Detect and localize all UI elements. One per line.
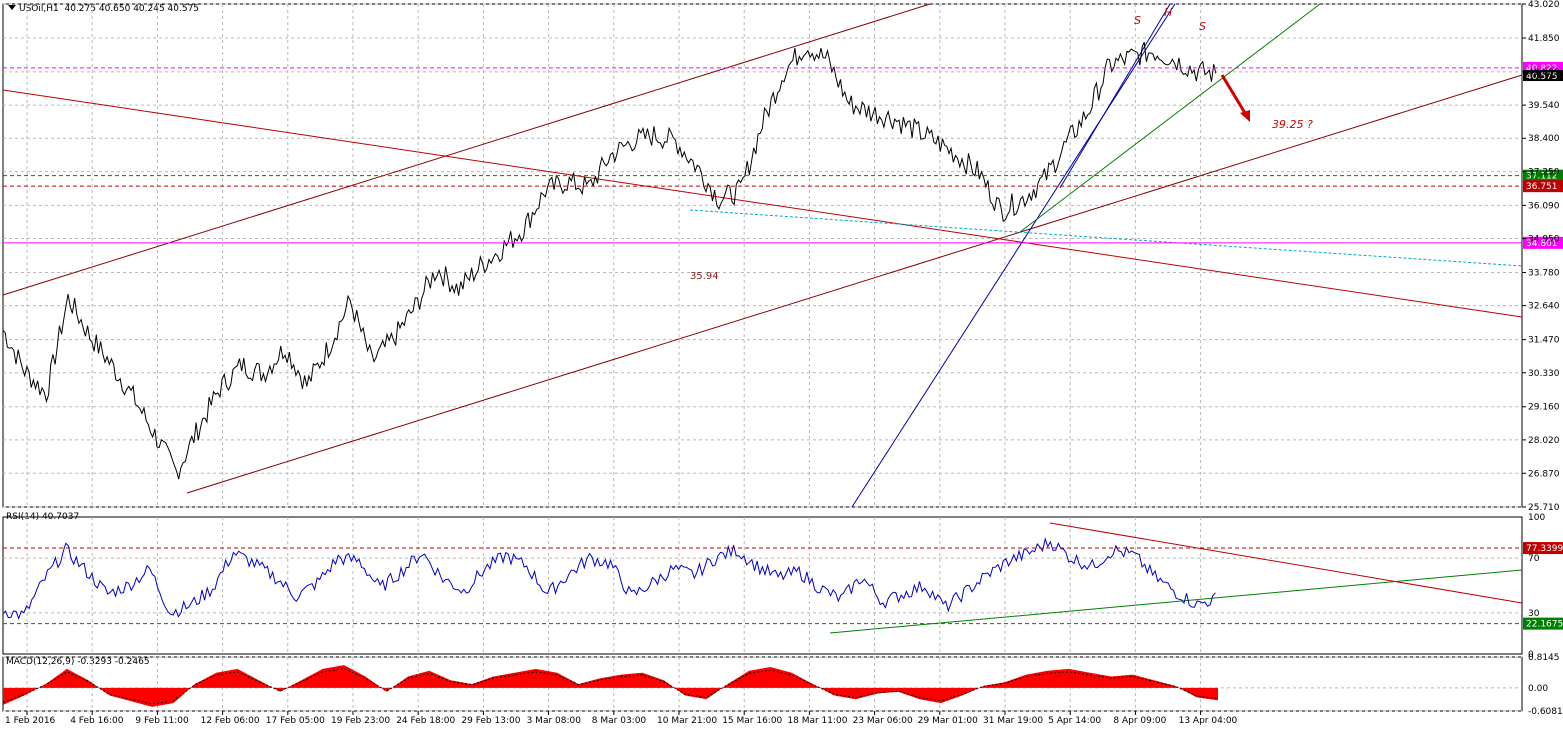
y-tick-label: 31.470 xyxy=(1528,336,1560,346)
y-tick-label: 43.020 xyxy=(1528,0,1560,10)
rsi-level-tag xyxy=(1523,617,1563,630)
rsi-line xyxy=(2,537,1216,620)
annotation-label: 39.25 ? xyxy=(1272,118,1313,131)
y-tick-label: 40.685 xyxy=(1528,68,1560,78)
level-tag xyxy=(1523,180,1563,193)
x-tick-label: 12 Feb 06:00 xyxy=(201,716,260,726)
price-line xyxy=(2,41,1217,480)
trendline xyxy=(1059,3,1171,189)
x-tick-label: 19 Feb 23:00 xyxy=(331,716,390,726)
pane-frames xyxy=(2,3,1523,712)
annotations: S H S 39.25 ? 35.94 xyxy=(690,6,1313,282)
axes: 1 Feb 2016 4 Feb 16:00 9 Feb 11:00 12 Feb 0… xyxy=(5,0,1563,726)
annotation-label: H xyxy=(1164,6,1172,19)
y-tick-label: 25.710 xyxy=(1528,503,1560,513)
level-label: 34.801 xyxy=(1526,239,1558,249)
rsi-level-label: 22.1675 xyxy=(1526,620,1563,630)
x-tick-label: 31 Mar 19:00 xyxy=(983,716,1043,726)
forecast-arrow xyxy=(1220,74,1250,119)
x-tick-label: 23 Mar 06:00 xyxy=(853,716,913,726)
level-tag xyxy=(1523,169,1563,182)
y-tick-label: 34.950 xyxy=(1528,235,1560,245)
rsi-y-tick-label: 30 xyxy=(1528,609,1540,619)
x-tick-label: 1 Feb 2016 xyxy=(5,716,56,726)
trendlines xyxy=(2,3,1523,634)
y-tick-label: 26.870 xyxy=(1528,469,1560,479)
chart-symbol: USOil,H1 xyxy=(19,4,59,14)
x-tick-label: 10 Mar 21:00 xyxy=(657,716,717,726)
trendline xyxy=(186,74,1523,494)
x-tick-label: 8 Mar 03:00 xyxy=(592,716,647,726)
forecast-arrowhead xyxy=(1240,110,1250,122)
x-tick-label: 9 Feb 11:00 xyxy=(135,716,189,726)
y-tick-label: 41.850 xyxy=(1528,34,1560,44)
chart-title: USOil,H1 40.275 40.650 40.245 40.575 xyxy=(8,4,199,14)
rsi-level-label: 77.3399 xyxy=(1526,544,1563,554)
y-tick-label: 36.090 xyxy=(1528,201,1560,211)
x-tick-label: 5 Apr 14:00 xyxy=(1048,716,1101,726)
y-tick-label: 39.540 xyxy=(1528,101,1560,111)
x-tick-label: 18 Mar 11:00 xyxy=(787,716,847,726)
price-pane-frame xyxy=(2,3,1523,508)
trendline xyxy=(689,209,1523,267)
level-label: 36.751 xyxy=(1526,182,1558,192)
x-tick-label: 4 Feb 16:00 xyxy=(70,716,124,726)
current-price-label: 40.575 xyxy=(1526,72,1558,82)
y-tick-label: 30.330 xyxy=(1528,369,1560,379)
level-tag xyxy=(1523,236,1563,249)
x-tick-label: 24 Feb 18:00 xyxy=(396,716,455,726)
macd-y-tick-label: 0.8145 xyxy=(1528,653,1560,663)
grid xyxy=(3,3,1522,712)
y-tick-label: 38.400 xyxy=(1528,134,1560,144)
dropdown-triangle-icon[interactable] xyxy=(8,5,16,10)
y-tick-label: 32.640 xyxy=(1528,302,1560,312)
trendline xyxy=(1019,3,1321,233)
macd-signal-line xyxy=(2,668,1219,705)
level-label: 40.822 xyxy=(1526,64,1558,74)
y-tick-label: 29.160 xyxy=(1528,403,1560,413)
level-label: 37.112 xyxy=(1526,172,1558,182)
annotation-label: 35.94 xyxy=(690,271,719,282)
rsi-trendline xyxy=(1049,522,1523,604)
rsi-trendline xyxy=(829,569,1523,634)
x-tick-label: 8 Apr 09:00 xyxy=(1113,716,1166,726)
x-tick-label: 29 Feb 13:00 xyxy=(461,716,520,726)
rsi-pane-frame xyxy=(2,516,1523,655)
macd-y-tick-label: 0.00 xyxy=(1528,684,1548,694)
y-tick-label: 28.020 xyxy=(1528,436,1560,446)
x-tick-label: 29 Mar 01:00 xyxy=(918,716,978,726)
rsi-level-tag xyxy=(1523,542,1563,555)
rsi-y-tick-label: 70 xyxy=(1528,554,1540,564)
macd-title: MACD(12,26,9) -0.3293 -0.2465 xyxy=(6,657,150,667)
macd-pane-frame xyxy=(2,656,1523,712)
x-tick-label: 17 Feb 05:00 xyxy=(266,716,325,726)
y-tick-label: 37.250 xyxy=(1528,168,1560,178)
trendline xyxy=(2,3,931,296)
series-layer xyxy=(2,41,1219,707)
annotation-label: S xyxy=(1134,14,1141,27)
trendline xyxy=(2,89,1523,318)
x-tick-label: 3 Mar 08:00 xyxy=(527,716,582,726)
chart-ohlc: 40.275 40.650 40.245 40.575 xyxy=(64,4,200,14)
rsi-y-tick-label: 0 xyxy=(1528,650,1534,660)
trendline xyxy=(851,3,1176,508)
x-tick-label: 13 Apr 04:00 xyxy=(1179,716,1238,726)
annotation-label: S xyxy=(1199,20,1206,33)
macd-histogram xyxy=(3,665,1218,707)
rsi-y-tick-label: 100 xyxy=(1528,513,1545,523)
macd-y-tick-label: -0.6081 xyxy=(1528,707,1563,717)
current-price-tag xyxy=(1523,70,1563,82)
y-tick-label: 33.780 xyxy=(1528,268,1560,278)
x-tick-label: 15 Mar 16:00 xyxy=(722,716,782,726)
